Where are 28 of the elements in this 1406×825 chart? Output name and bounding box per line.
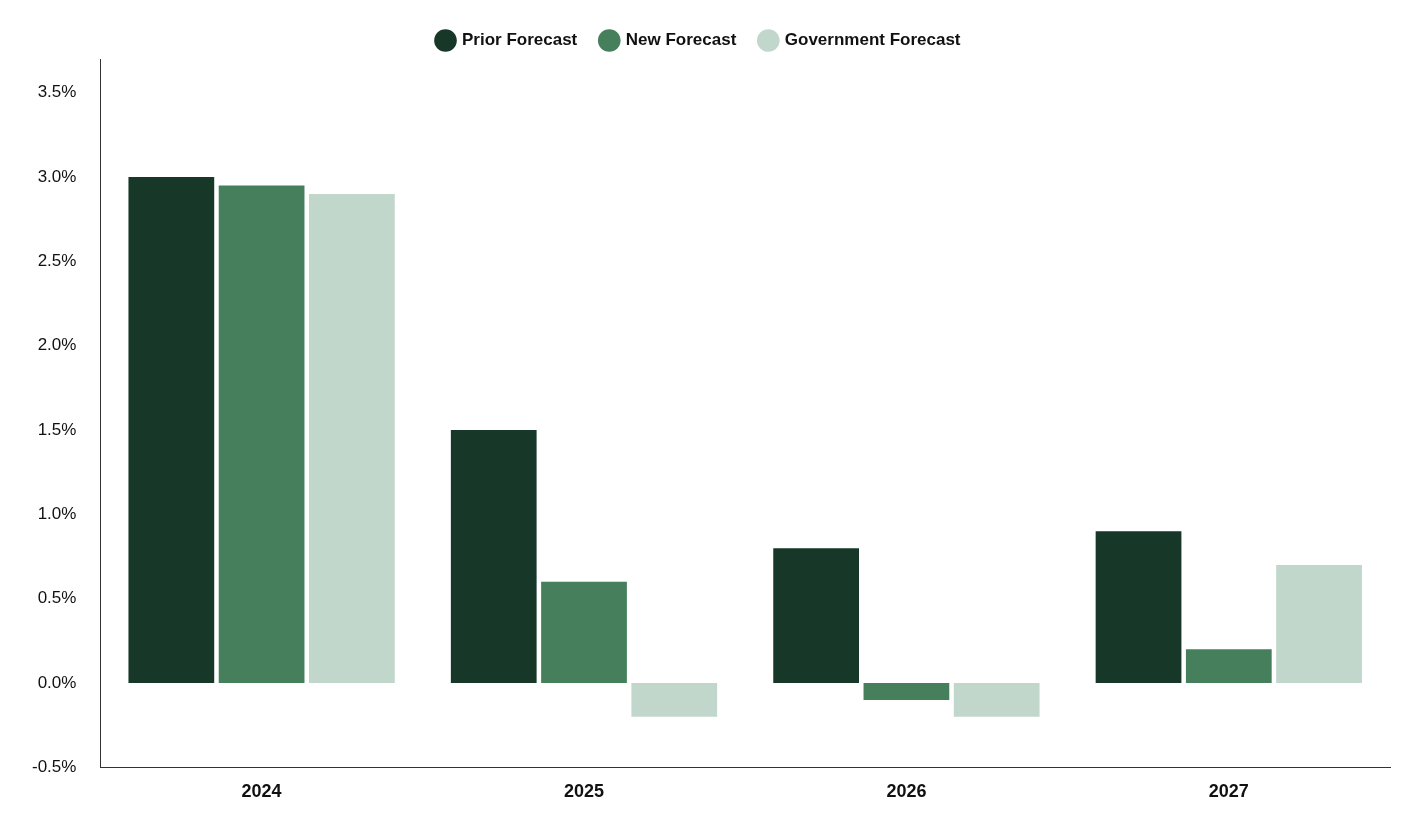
bar xyxy=(309,193,395,684)
bar xyxy=(450,430,537,684)
bar xyxy=(773,548,860,684)
bar xyxy=(1276,565,1362,684)
y-tick-label: 3.0% xyxy=(37,166,77,186)
y-tick-label: 2.0% xyxy=(37,335,77,355)
bar xyxy=(128,177,215,684)
y-tick-label: 0.5% xyxy=(37,588,77,608)
bar xyxy=(1095,531,1182,684)
bar xyxy=(218,185,305,684)
y-tick-label: 3.5% xyxy=(37,82,77,102)
legend-label: Government Forecast xyxy=(784,30,961,50)
y-tick-label: -0.5% xyxy=(31,757,77,777)
bar xyxy=(863,683,950,700)
legend-label: New Forecast xyxy=(625,30,737,50)
y-tick-label: 1.0% xyxy=(37,504,77,524)
x-tick-label: 2027 xyxy=(1208,781,1249,802)
y-tick-label: 2.5% xyxy=(37,251,77,271)
x-tick-label: 2024 xyxy=(241,781,282,802)
y-tick-label: 1.5% xyxy=(37,419,77,439)
y-tick-label: 0.0% xyxy=(37,672,77,692)
x-tick-label: 2026 xyxy=(886,781,927,802)
bar xyxy=(953,683,1040,717)
bar xyxy=(1185,649,1272,684)
legend-label: Prior Forecast xyxy=(461,30,578,50)
bar xyxy=(541,581,627,684)
bar xyxy=(631,683,718,717)
x-tick-label: 2025 xyxy=(563,781,605,802)
